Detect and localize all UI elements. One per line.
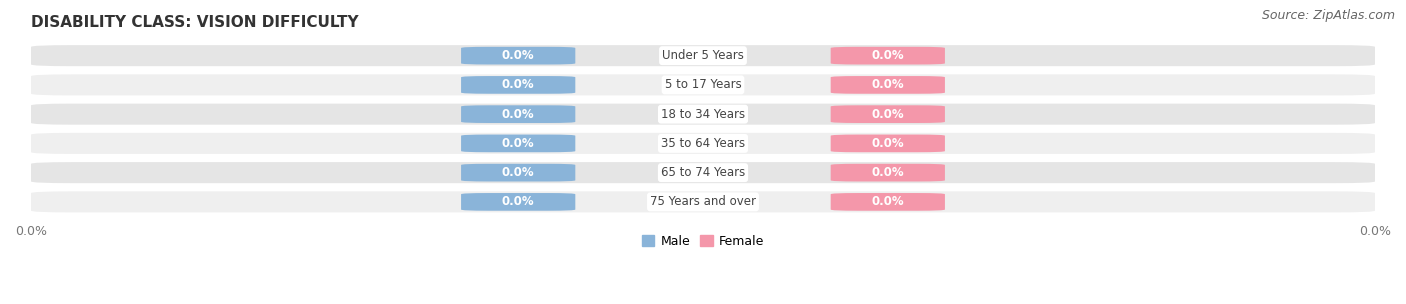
Text: 18 to 34 Years: 18 to 34 Years: [661, 108, 745, 121]
Text: 0.0%: 0.0%: [872, 166, 904, 179]
Text: 0.0%: 0.0%: [502, 108, 534, 121]
Text: 0.0%: 0.0%: [872, 108, 904, 121]
FancyBboxPatch shape: [461, 193, 575, 211]
Legend: Male, Female: Male, Female: [637, 230, 769, 253]
FancyBboxPatch shape: [461, 135, 575, 152]
FancyBboxPatch shape: [831, 76, 945, 94]
FancyBboxPatch shape: [831, 135, 945, 152]
FancyBboxPatch shape: [31, 74, 1375, 95]
FancyBboxPatch shape: [461, 47, 575, 64]
Text: 0.0%: 0.0%: [872, 195, 904, 208]
Text: 5 to 17 Years: 5 to 17 Years: [665, 78, 741, 92]
Text: Source: ZipAtlas.com: Source: ZipAtlas.com: [1261, 9, 1395, 22]
Text: 0.0%: 0.0%: [502, 166, 534, 179]
Text: 0.0%: 0.0%: [502, 49, 534, 62]
FancyBboxPatch shape: [31, 133, 1375, 154]
Text: 0.0%: 0.0%: [872, 49, 904, 62]
Text: 0.0%: 0.0%: [502, 137, 534, 150]
FancyBboxPatch shape: [831, 47, 945, 64]
Text: 75 Years and over: 75 Years and over: [650, 195, 756, 208]
FancyBboxPatch shape: [831, 193, 945, 211]
FancyBboxPatch shape: [461, 105, 575, 123]
FancyBboxPatch shape: [31, 45, 1375, 66]
Text: 65 to 74 Years: 65 to 74 Years: [661, 166, 745, 179]
FancyBboxPatch shape: [31, 191, 1375, 212]
Text: 35 to 64 Years: 35 to 64 Years: [661, 137, 745, 150]
Text: 0.0%: 0.0%: [872, 78, 904, 92]
Text: 0.0%: 0.0%: [872, 137, 904, 150]
Text: 0.0%: 0.0%: [502, 78, 534, 92]
FancyBboxPatch shape: [461, 164, 575, 181]
Text: DISABILITY CLASS: VISION DIFFICULTY: DISABILITY CLASS: VISION DIFFICULTY: [31, 15, 359, 30]
Text: 0.0%: 0.0%: [502, 195, 534, 208]
FancyBboxPatch shape: [31, 162, 1375, 183]
FancyBboxPatch shape: [461, 76, 575, 94]
Text: Under 5 Years: Under 5 Years: [662, 49, 744, 62]
FancyBboxPatch shape: [831, 105, 945, 123]
FancyBboxPatch shape: [831, 164, 945, 181]
FancyBboxPatch shape: [31, 104, 1375, 125]
